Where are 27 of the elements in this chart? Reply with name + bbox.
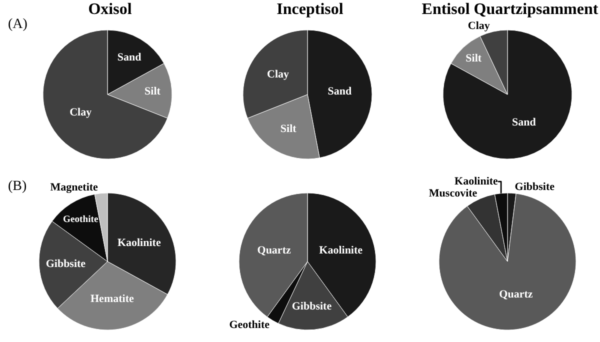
- slice-label: Gibbsite: [46, 258, 86, 270]
- slice-label: Kaolinite: [454, 176, 498, 188]
- slice-label: Magnetite: [50, 181, 98, 194]
- slice-label: Gibbsite: [514, 181, 555, 194]
- slice-label: Geothite: [229, 318, 270, 331]
- slice-label: Geothite: [63, 214, 99, 225]
- slice-label: Sand: [512, 116, 536, 128]
- slice-label: Kaolinite: [319, 244, 363, 257]
- slice-label: Sand: [328, 85, 352, 98]
- text: (A): [8, 17, 28, 32]
- slice-label: Hematite: [90, 293, 134, 306]
- slice-label: Clay: [70, 106, 92, 119]
- chart-title: Oxisol: [88, 0, 132, 18]
- slice-label: Gibbsite: [292, 300, 332, 313]
- slice-label: Clay: [468, 20, 490, 32]
- slice-label: Sand: [117, 52, 142, 64]
- slice-label: Silt: [144, 86, 161, 98]
- slice-label: Silt: [466, 52, 482, 65]
- text: (B): [8, 179, 27, 194]
- slice-label: Quartz: [257, 244, 291, 257]
- slice-label: Kaolinite: [117, 236, 161, 249]
- slice-label: Silt: [280, 123, 297, 136]
- slice-label: Clay: [267, 68, 290, 81]
- slice-label: Quartz: [499, 288, 533, 301]
- slice-label: Muscovite: [428, 188, 478, 200]
- chart-title: Inceptisol: [276, 0, 344, 18]
- chart-title: Entisol Quartzipsamment: [422, 0, 599, 18]
